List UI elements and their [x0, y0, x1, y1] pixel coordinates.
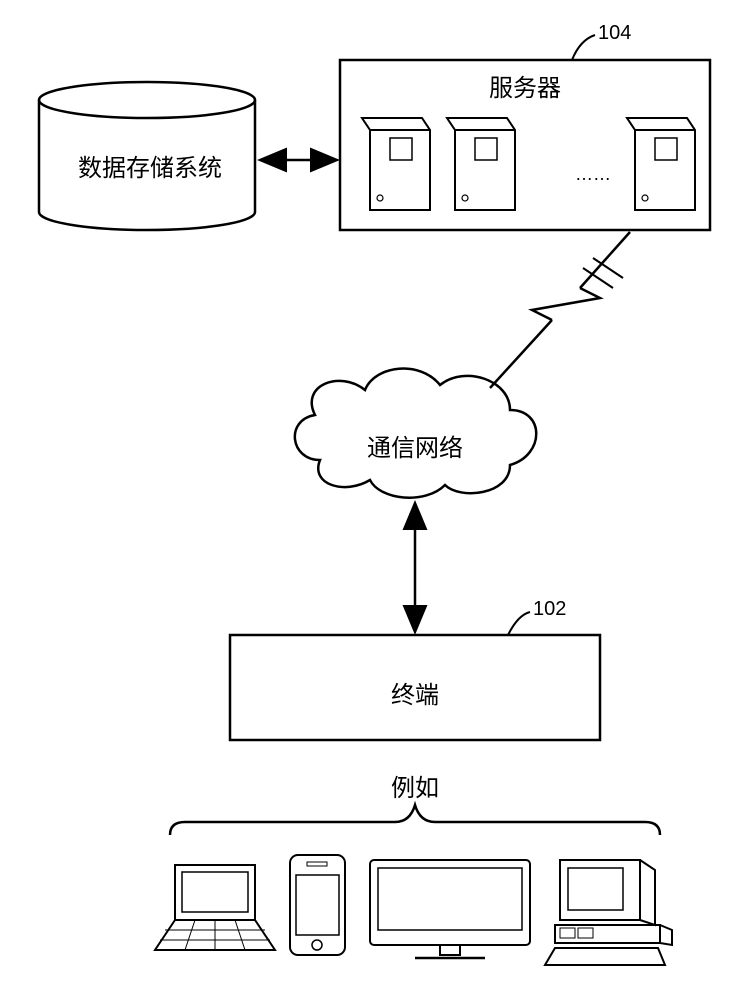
server-label: 服务器 [475, 68, 575, 103]
ellipsis: …… [575, 164, 611, 184]
device-laptop [155, 865, 275, 950]
terminal-label: 终端 [365, 675, 465, 710]
edge-server-cloud-wireless [490, 232, 630, 388]
server-tower-3 [627, 118, 695, 210]
device-phone [290, 855, 345, 955]
terminal-ref: 102 [533, 598, 566, 621]
device-desktop [545, 860, 672, 965]
server-box: …… [340, 35, 710, 230]
server-tower-1 [362, 118, 430, 210]
server-ref: 104 [598, 22, 631, 45]
cloud-label: 通信网络 [355, 428, 475, 463]
device-monitor [370, 860, 530, 958]
example-label: 例如 [380, 768, 450, 803]
server-tower-2 [447, 118, 515, 210]
storage-label: 数据存储系统 [60, 148, 240, 183]
curly-brace [170, 805, 660, 835]
